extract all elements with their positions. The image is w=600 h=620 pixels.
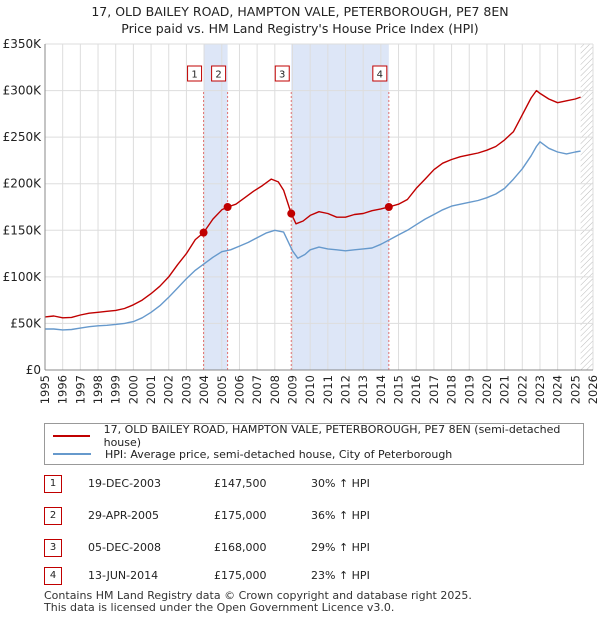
x-tick-label: 2022 [515, 375, 529, 404]
sale-number-box [187, 65, 203, 82]
series-line [45, 141, 581, 331]
sale-point [384, 203, 393, 211]
sale-number-box [372, 65, 388, 82]
sale-price: £175,000 [214, 509, 267, 522]
x-tick-label: 2001 [144, 375, 158, 404]
x-tick-label: 2019 [462, 375, 476, 404]
legend-swatch-property [53, 435, 90, 437]
x-tick-label: 2007 [250, 375, 264, 404]
sale-hpi-change: 30% ↑ HPI [311, 477, 370, 490]
x-tick-label: 2015 [392, 375, 406, 404]
x-tick-label: 2018 [445, 375, 459, 404]
x-tick-label: 2020 [480, 375, 494, 404]
legend-swatch-hpi [53, 453, 91, 455]
x-tick-label: 2025 [568, 375, 582, 404]
x-tick-label: 2013 [356, 375, 370, 404]
y-tick-label: £200K [3, 177, 43, 191]
x-tick-label: 2006 [232, 375, 246, 404]
x-tick-label: 1998 [91, 375, 105, 404]
x-tick-label: 2002 [162, 375, 176, 404]
y-tick-label: £300K [3, 84, 43, 98]
x-tick-label: 2004 [197, 375, 211, 404]
sale-date: 05-DEC-2008 [88, 541, 162, 554]
future-hatch [580, 44, 593, 370]
x-tick-label: 1999 [109, 375, 123, 404]
footer-licence: This data is licensed under the Open Gov… [44, 601, 395, 614]
x-tick-label: 2010 [303, 375, 317, 404]
sale-number-box [274, 65, 290, 82]
sale-number-label: 3 [279, 70, 285, 81]
legend-item-property: 17, OLD BAILEY ROAD, HAMPTON VALE, PETER… [53, 423, 583, 449]
y-tick-label: £50K [10, 316, 42, 330]
chart-title: 17, OLD BAILEY ROAD, HAMPTON VALE, PETER… [91, 4, 509, 19]
sale-price: £175,000 [214, 569, 267, 582]
sale-hpi-change: 36% ↑ HPI [311, 509, 370, 522]
x-tick-label: 2023 [533, 375, 547, 404]
shaded-period [203, 44, 228, 370]
sale-number-label: 1 [191, 70, 197, 81]
sale-price: £147,500 [214, 477, 267, 490]
x-tick-label: 2026 [586, 375, 600, 404]
x-tick-label: 2017 [427, 375, 441, 404]
x-tick-label: 2005 [215, 375, 229, 404]
x-tick-label: 1995 [38, 375, 52, 404]
sale-price: £168,000 [214, 541, 267, 554]
sale-number-label: 4 [377, 70, 383, 81]
x-tick-label: 2000 [126, 375, 140, 404]
x-tick-label: 1996 [56, 375, 70, 404]
chart-legend: 17, OLD BAILEY ROAD, HAMPTON VALE, PETER… [44, 423, 584, 465]
sale-point [287, 209, 296, 218]
y-tick-label: £150K [3, 223, 43, 237]
sale-row: 2 29-APR-2005 £175,000 36% ↑ HPI [44, 507, 584, 527]
x-tick-label: 2012 [339, 375, 353, 404]
sale-date: 13-JUN-2014 [88, 569, 159, 582]
sale-number-label: 2 [215, 70, 221, 81]
sale-hpi-change: 23% ↑ HPI [311, 569, 370, 582]
chart-subtitle: Price paid vs. HM Land Registry's House … [121, 21, 479, 36]
sale-date: 19-DEC-2003 [88, 477, 162, 490]
y-tick-label: £250K [3, 130, 43, 144]
x-tick-label: 2008 [268, 375, 282, 404]
sale-number-badge: 4 [44, 567, 62, 585]
sale-hpi-change: 29% ↑ HPI [311, 541, 370, 554]
sale-number-box [211, 65, 227, 82]
y-tick-label: £100K [3, 270, 43, 284]
sale-date: 29-APR-2005 [88, 509, 160, 522]
legend-item-hpi: HPI: Average price, semi-detached house,… [53, 445, 452, 463]
footer-notice: Contains HM Land Registry data © Crown c… [44, 590, 472, 614]
footer-copyright: Contains HM Land Registry data © Crown c… [44, 589, 472, 602]
x-tick-label: 2014 [374, 375, 388, 404]
x-tick-label: 2021 [498, 375, 512, 404]
x-tick-label: 2016 [409, 375, 423, 404]
series-line [44, 89, 581, 319]
y-tick-label: £0 [26, 363, 41, 377]
sale-number-badge: 3 [44, 539, 62, 557]
x-tick-label: 2009 [285, 375, 299, 404]
sale-point [223, 203, 232, 211]
sale-row: 1 19-DEC-2003 £147,500 30% ↑ HPI [44, 475, 584, 495]
shaded-period [291, 44, 389, 370]
price-chart: £0 £50K £100K £150K £200K £250K £300K £350K 1995… [3, 37, 600, 404]
sale-point [199, 228, 208, 237]
sale-number-badge: 1 [44, 475, 62, 493]
x-tick-label: 1997 [73, 375, 87, 404]
x-tick-label: 2024 [551, 375, 565, 404]
sale-number-badge: 2 [44, 507, 62, 525]
legend-label-property: 17, OLD BAILEY ROAD, HAMPTON VALE, PETER… [103, 423, 561, 449]
x-tick-label: 2003 [179, 375, 193, 404]
legend-label-hpi: HPI: Average price, semi-detached house,… [105, 447, 453, 461]
x-tick-label: 2011 [321, 375, 335, 404]
sale-row: 3 05-DEC-2008 £168,000 29% ↑ HPI [44, 539, 584, 559]
sale-row: 4 13-JUN-2014 £175,000 23% ↑ HPI [44, 567, 584, 587]
y-tick-label: £350K [3, 37, 43, 51]
